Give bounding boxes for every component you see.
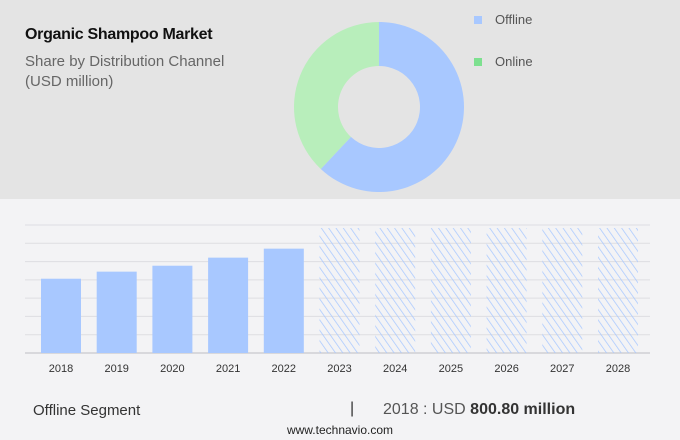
x-tick-label: 2018 — [49, 363, 73, 375]
separator: | — [350, 400, 355, 417]
forecast-bar-2024 — [375, 228, 416, 353]
segment-value: 2018 : USD 800.80 million — [383, 401, 575, 419]
bar-2022 — [263, 248, 304, 353]
forecast-bar-2023 — [319, 228, 360, 353]
forecast-bar-2027 — [542, 228, 583, 353]
bar-2018 — [41, 278, 81, 353]
forecast-bar-2028 — [598, 228, 638, 353]
x-tick-label: 2028 — [606, 363, 630, 375]
donut-slice-offline — [320, 22, 465, 192]
value-amount: 800.80 million — [470, 401, 576, 418]
legend-swatch — [474, 15, 482, 24]
bar-2019 — [96, 271, 137, 353]
forecast-bar-2025 — [430, 228, 471, 353]
x-tick-label: 2021 — [216, 363, 240, 375]
segment-label: Offline Segment — [33, 402, 141, 419]
subtitle: Share by Distribution Channel — [25, 53, 225, 70]
legend-label: Online — [495, 54, 533, 69]
donut-slice-online — [294, 22, 379, 169]
forecast-bar-2026 — [486, 228, 527, 353]
x-tick-label: 2024 — [383, 363, 407, 375]
x-tick-label: 2020 — [160, 363, 184, 375]
legend-item-online: Online — [474, 54, 533, 69]
value-prefix: 2018 : USD — [383, 401, 466, 418]
bar-2021 — [208, 257, 249, 353]
x-tick-label: 2019 — [104, 363, 128, 375]
legend-label: Offline — [495, 12, 533, 27]
x-tick-label: 2027 — [550, 363, 574, 375]
x-tick-label: 2026 — [494, 363, 518, 375]
x-tick-label: 2023 — [327, 363, 351, 375]
bar-2020 — [152, 265, 193, 353]
legend-swatch — [474, 57, 482, 66]
source-link[interactable]: www.technavio.com — [286, 423, 394, 437]
page-title: Organic Shampoo Market — [25, 26, 213, 43]
legend-item-offline: Offline — [474, 12, 532, 27]
x-tick-label: 2025 — [439, 363, 463, 375]
x-tick-label: 2022 — [272, 363, 296, 375]
subtitle-units: (USD million) — [25, 73, 114, 90]
